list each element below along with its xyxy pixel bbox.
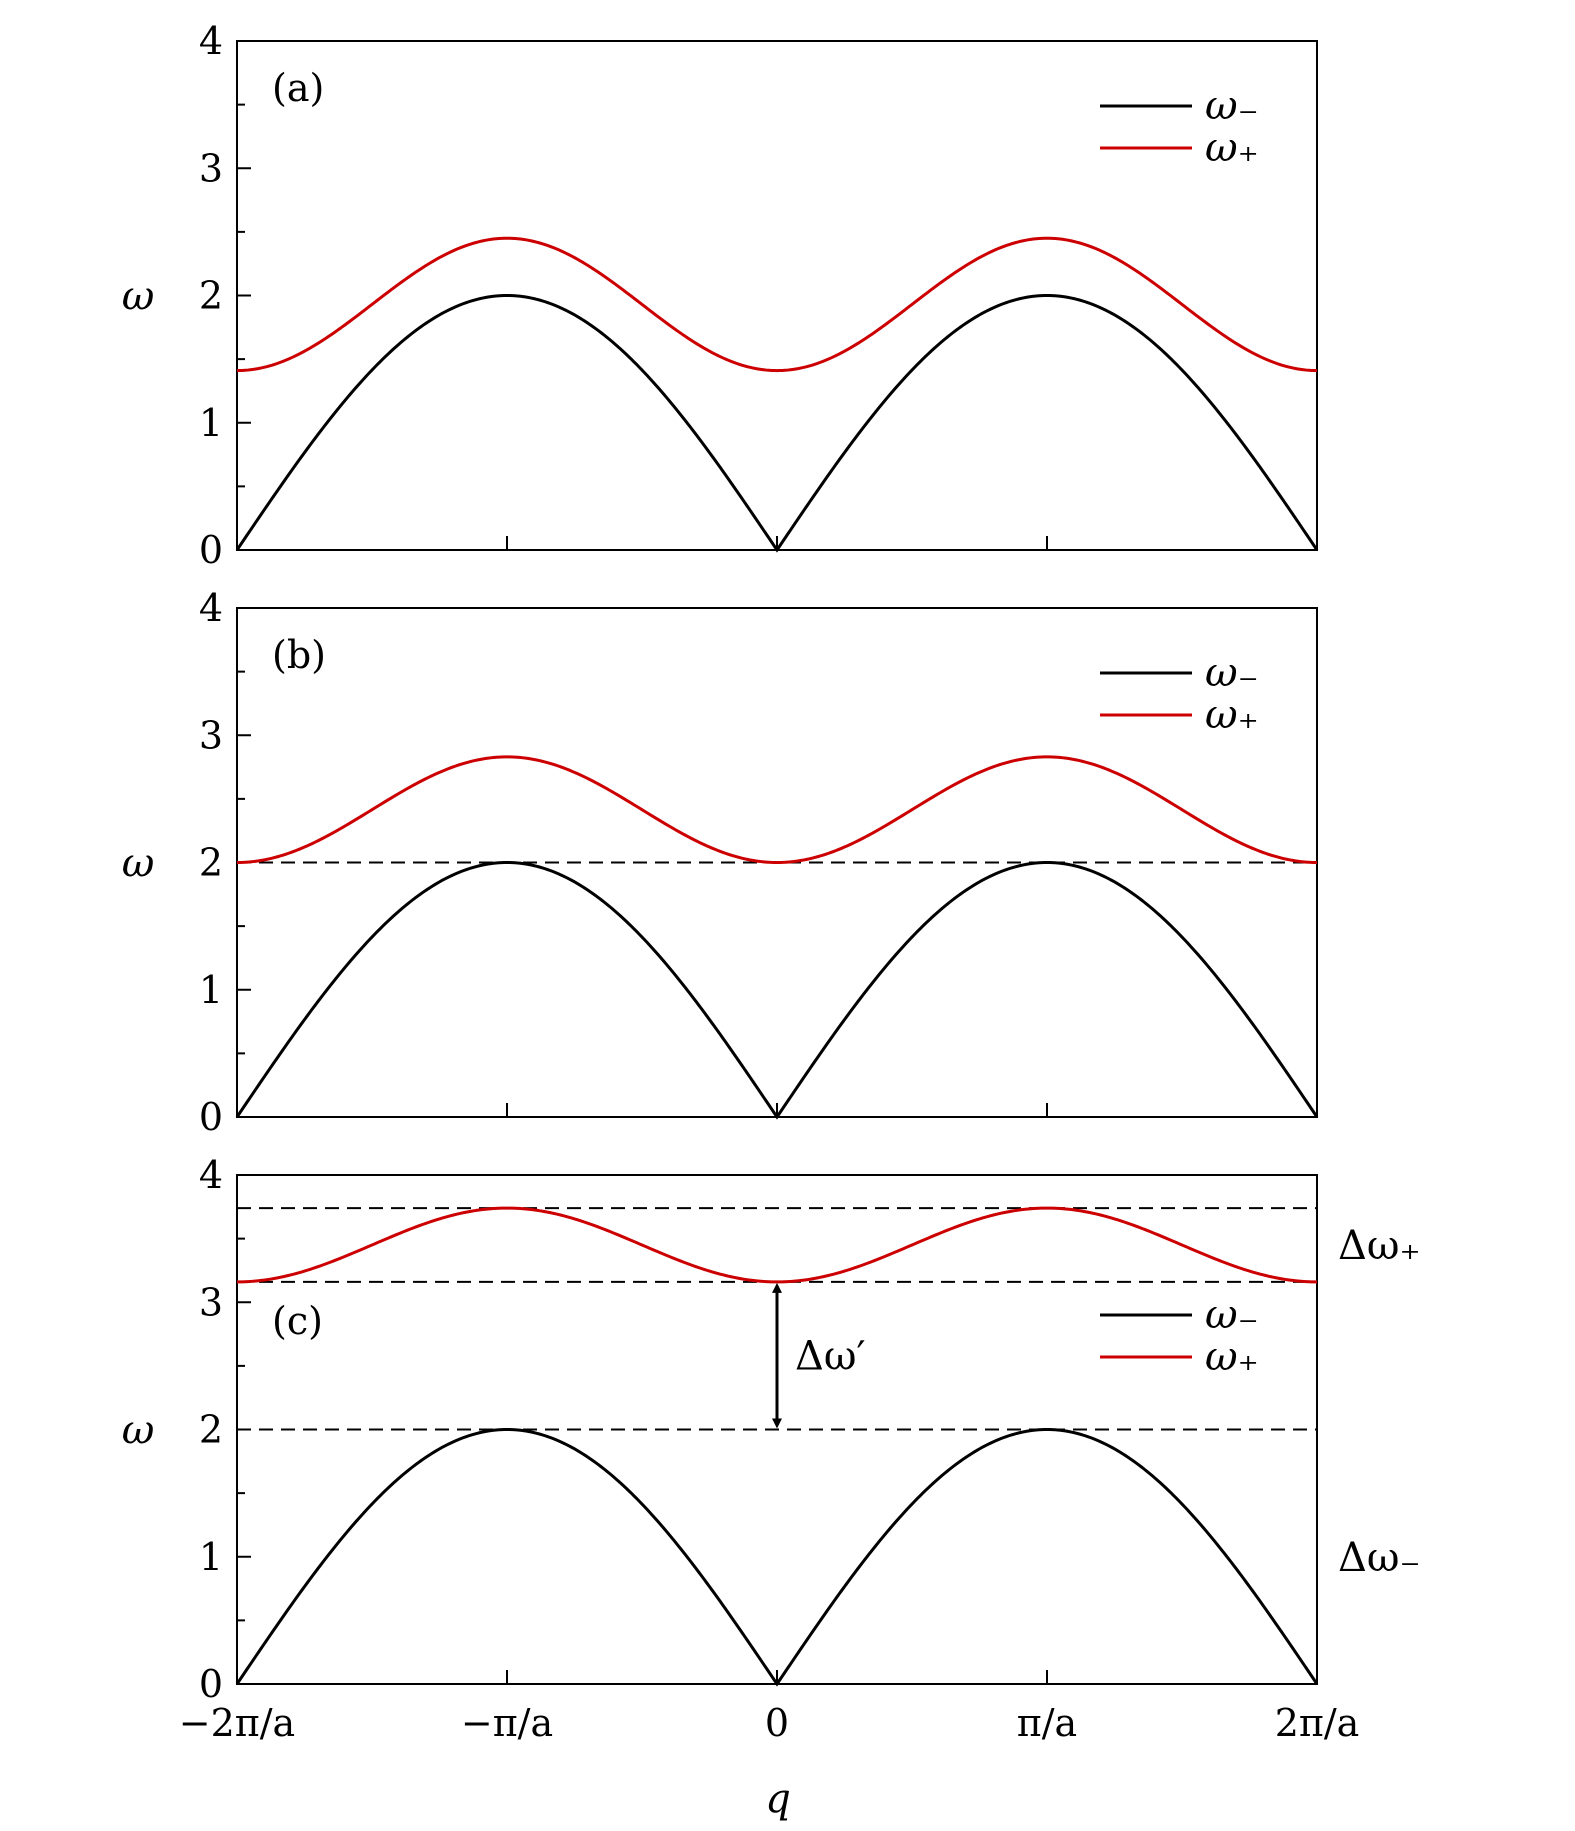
legend-label: ω₋ [1205, 83, 1259, 129]
y-tick-label: 1 [199, 401, 223, 445]
band-width-annotation: Δω₋ [1338, 1535, 1421, 1581]
panel-label: (c) [272, 1299, 323, 1343]
series-line-omega-minus [235, 860, 1319, 1120]
y-tick-label: 0 [199, 1095, 223, 1139]
panel-label: (b) [272, 633, 326, 677]
gap-annotation: Δω′ [795, 1334, 866, 1380]
y-tick-label: 4 [199, 586, 223, 630]
y-axis-label: ω [122, 1408, 155, 1454]
x-tick-label: 0 [765, 1701, 789, 1745]
y-tick-label: 0 [199, 528, 223, 572]
legend-label: ω₊ [1205, 1334, 1259, 1380]
y-tick-label: 2 [199, 1408, 223, 1452]
x-tick-label: −π/a [461, 1701, 553, 1745]
x-axis-label: q [765, 1776, 791, 1822]
y-tick-label: 2 [199, 274, 223, 318]
legend-label: ω₊ [1205, 692, 1259, 738]
band-width-annotation: Δω₊ [1338, 1223, 1421, 1269]
legend-label: ω₋ [1205, 1292, 1259, 1338]
panel-3: 0 1 2 3 4 −2π/a −π/a 0 π/a 2π/a ω (c) ω₋ω₊ Δω₊ Δω′ Δω₋ [122, 1153, 1421, 1745]
y-tick-label: 2 [199, 841, 223, 885]
plot-frame [236, 40, 1318, 551]
series-line-omega-plus [236, 1206, 1318, 1284]
y-tick-label: 4 [199, 19, 223, 63]
series-line-omega-plus [236, 236, 1318, 373]
x-tick-label: −2π/a [179, 1701, 295, 1745]
y-tick-label: 3 [199, 146, 223, 190]
panel-label: (a) [272, 66, 324, 110]
y-axis-label: ω [122, 841, 155, 887]
series-line-omega-minus [235, 1427, 1319, 1687]
series-line-omega-minus [235, 293, 1319, 553]
legend-label: ω₊ [1205, 125, 1259, 171]
y-tick-label: 0 [199, 1662, 223, 1706]
x-tick-label: 2π/a [1275, 1701, 1360, 1745]
y-tick-label: 4 [199, 1153, 223, 1197]
x-tick-label: π/a [1017, 1701, 1077, 1745]
y-tick-label: 3 [199, 1280, 223, 1324]
panel-2: 0 1 2 3 4 ω (b) ω₋ω₊ [122, 586, 1319, 1139]
y-tick-label: 3 [199, 713, 223, 757]
y-tick-label: 1 [199, 968, 223, 1012]
panel-1: 0 1 2 3 4 ω (a) ω₋ω₊ [122, 19, 1319, 572]
y-axis-label: ω [122, 274, 155, 320]
legend-label: ω₋ [1205, 650, 1259, 696]
series-line-omega-plus [236, 755, 1318, 865]
y-tick-label: 1 [199, 1535, 223, 1579]
